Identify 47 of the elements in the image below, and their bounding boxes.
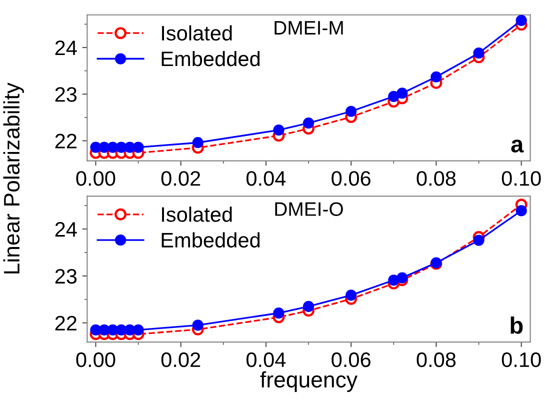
point bbox=[396, 272, 408, 284]
point bbox=[132, 142, 144, 153]
y-tick-label: 24 bbox=[55, 222, 77, 237]
y-tick-label: 22 bbox=[55, 316, 76, 330]
point bbox=[388, 274, 400, 286]
annotation: DMEI-M bbox=[274, 21, 343, 34]
legend-label: Embedded bbox=[162, 232, 260, 248]
annotation: DMEI-O bbox=[275, 202, 343, 216]
annotation: b bbox=[510, 316, 523, 334]
point bbox=[473, 234, 484, 246]
x-tick-label: 0.02 bbox=[161, 352, 200, 368]
point bbox=[516, 14, 527, 26]
annotation: a bbox=[511, 140, 524, 153]
point bbox=[430, 71, 442, 82]
point bbox=[132, 324, 144, 336]
x-tick-label: 0.04 bbox=[246, 171, 286, 186]
y-tick-label: 24 bbox=[55, 40, 77, 56]
point bbox=[192, 137, 204, 148]
x-tick-label: 0.08 bbox=[416, 171, 456, 186]
y-tick-label: 23 bbox=[55, 87, 77, 102]
x-tick-label: 0.08 bbox=[416, 352, 456, 368]
point bbox=[473, 48, 484, 59]
x-axis-title: frequency bbox=[260, 371, 358, 392]
point bbox=[346, 106, 357, 117]
x-tick-label: 0.10 bbox=[502, 171, 541, 186]
point bbox=[516, 205, 527, 216]
x-tick-label: 0.04 bbox=[246, 352, 286, 368]
x-tick-label: 0.00 bbox=[76, 171, 116, 186]
legend-label: Isolated bbox=[162, 25, 232, 41]
legend-label: Isolated bbox=[162, 206, 232, 222]
point bbox=[273, 124, 284, 136]
x-tick-label: 0.00 bbox=[76, 352, 116, 368]
y-tick-label: 23 bbox=[55, 268, 77, 284]
point bbox=[273, 307, 284, 319]
y-tick-label: 22 bbox=[55, 134, 76, 148]
x-tick-label: 0.02 bbox=[161, 171, 200, 186]
x-tick-label: 0.06 bbox=[332, 171, 370, 186]
point bbox=[396, 88, 408, 99]
x-tick-label: 0.10 bbox=[502, 352, 541, 368]
point bbox=[302, 117, 314, 129]
point bbox=[346, 290, 357, 301]
point bbox=[388, 90, 400, 102]
legend-label: Embedded bbox=[162, 50, 260, 66]
y-axis-title: Linear Polarizability bbox=[3, 82, 24, 274]
x-tick-label: 0.06 bbox=[332, 352, 370, 368]
point bbox=[302, 300, 314, 312]
point bbox=[192, 320, 204, 331]
